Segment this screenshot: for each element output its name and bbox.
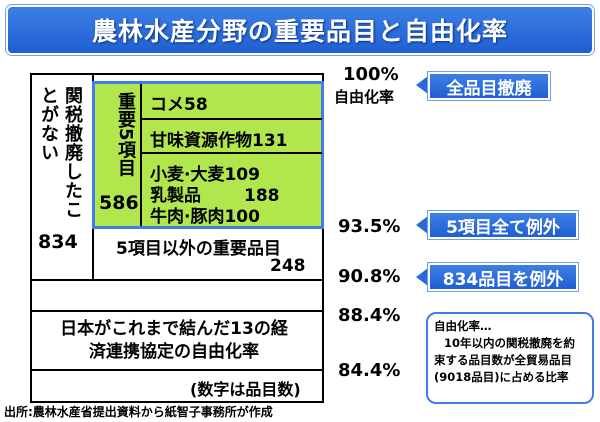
item-name: 小麦·大麦 <box>150 165 225 185</box>
item-name: 甘味資源作物 <box>150 131 252 151</box>
arrow-icon <box>416 216 428 234</box>
pct-935: 93.5% <box>338 216 401 237</box>
arrow-icon <box>416 76 428 94</box>
five-items-count: 586 <box>99 192 139 214</box>
frame-top-border <box>30 73 324 75</box>
item-name: 牛肉·豚肉 <box>150 207 225 227</box>
definition-title: 自由化率… <box>434 319 492 333</box>
definition-line: 束する品目数が全貿易品目 <box>434 353 572 367</box>
pct-908: 90.8% <box>338 266 401 287</box>
level-line-908 <box>30 279 324 281</box>
five-items-block <box>92 81 324 229</box>
item-value: 109 <box>224 165 260 185</box>
five-items-divider <box>140 84 142 226</box>
item-value: 188 <box>244 186 280 206</box>
source-note: 出所:農林水産省提出資料から紙智子事務所が作成 <box>4 405 273 419</box>
other-important-count: 248 <box>270 256 306 276</box>
pct-844: 84.4% <box>338 360 401 381</box>
left-column-count: 834 <box>38 231 78 253</box>
item-divider <box>142 118 322 120</box>
other-important-label: 5項目以外の重要品目 <box>116 239 281 259</box>
frame-bottom-border <box>30 401 324 403</box>
callout-text: 834品目を例外 <box>442 269 564 290</box>
callout-text: 5項目全て例外 <box>446 217 560 238</box>
five-items-label: 重要5項目 <box>115 92 136 177</box>
pct-884: 88.4% <box>338 305 401 326</box>
item-divider <box>142 152 322 154</box>
item-rice: コメ58 <box>150 90 208 115</box>
agreement-label: 日本がこれまで結んだ13の経済連携協定の自由化率 <box>60 319 288 362</box>
callout-834-exceptions: 834品目を例外 <box>428 263 578 291</box>
item-sweeteners: 甘味資源作物131 <box>150 126 288 151</box>
pct-100: 100% <box>343 64 399 85</box>
definition-box: 自由化率… 10年以内の関税撤廃を約 束する品目数が全貿易品目 (9018品目)… <box>426 312 594 404</box>
item-value: 58 <box>184 95 208 115</box>
item-name: 乳製品 <box>150 186 201 206</box>
item-dairy: 乳製品 188 <box>150 181 280 206</box>
title-bar: 農林水産分野の重要品目と自由化率 <box>6 5 594 55</box>
unit-note: (数字は品目数) <box>190 380 301 399</box>
callout-text: 全品目撤廃 <box>446 78 532 99</box>
diagram-title: 農林水産分野の重要品目と自由化率 <box>91 17 508 46</box>
item-wheat-barley: 小麦·大麦109 <box>150 160 260 185</box>
item-value: 131 <box>252 131 288 151</box>
item-value: 100 <box>224 207 260 227</box>
definition-line: 10年以内の関税撤廃を約 <box>444 336 576 350</box>
callout-all-eliminated: 全品目撤廃 <box>428 72 550 100</box>
pct-100-sublabel: 自由化率 <box>334 88 395 106</box>
frame-left-border <box>30 73 32 403</box>
frame-right-border <box>322 73 324 403</box>
arrow-icon <box>416 268 428 286</box>
item-beef-pork: 牛肉·豚肉100 <box>150 202 260 227</box>
item-name: コメ <box>150 95 184 115</box>
definition-line: (9018品目)に占める比率 <box>434 370 569 384</box>
level-line-884 <box>30 310 324 312</box>
callout-five-exceptions: 5項目全て例外 <box>428 211 578 239</box>
left-column-label: 関税撤廃したことがない <box>38 86 83 219</box>
level-line-844 <box>30 369 324 371</box>
